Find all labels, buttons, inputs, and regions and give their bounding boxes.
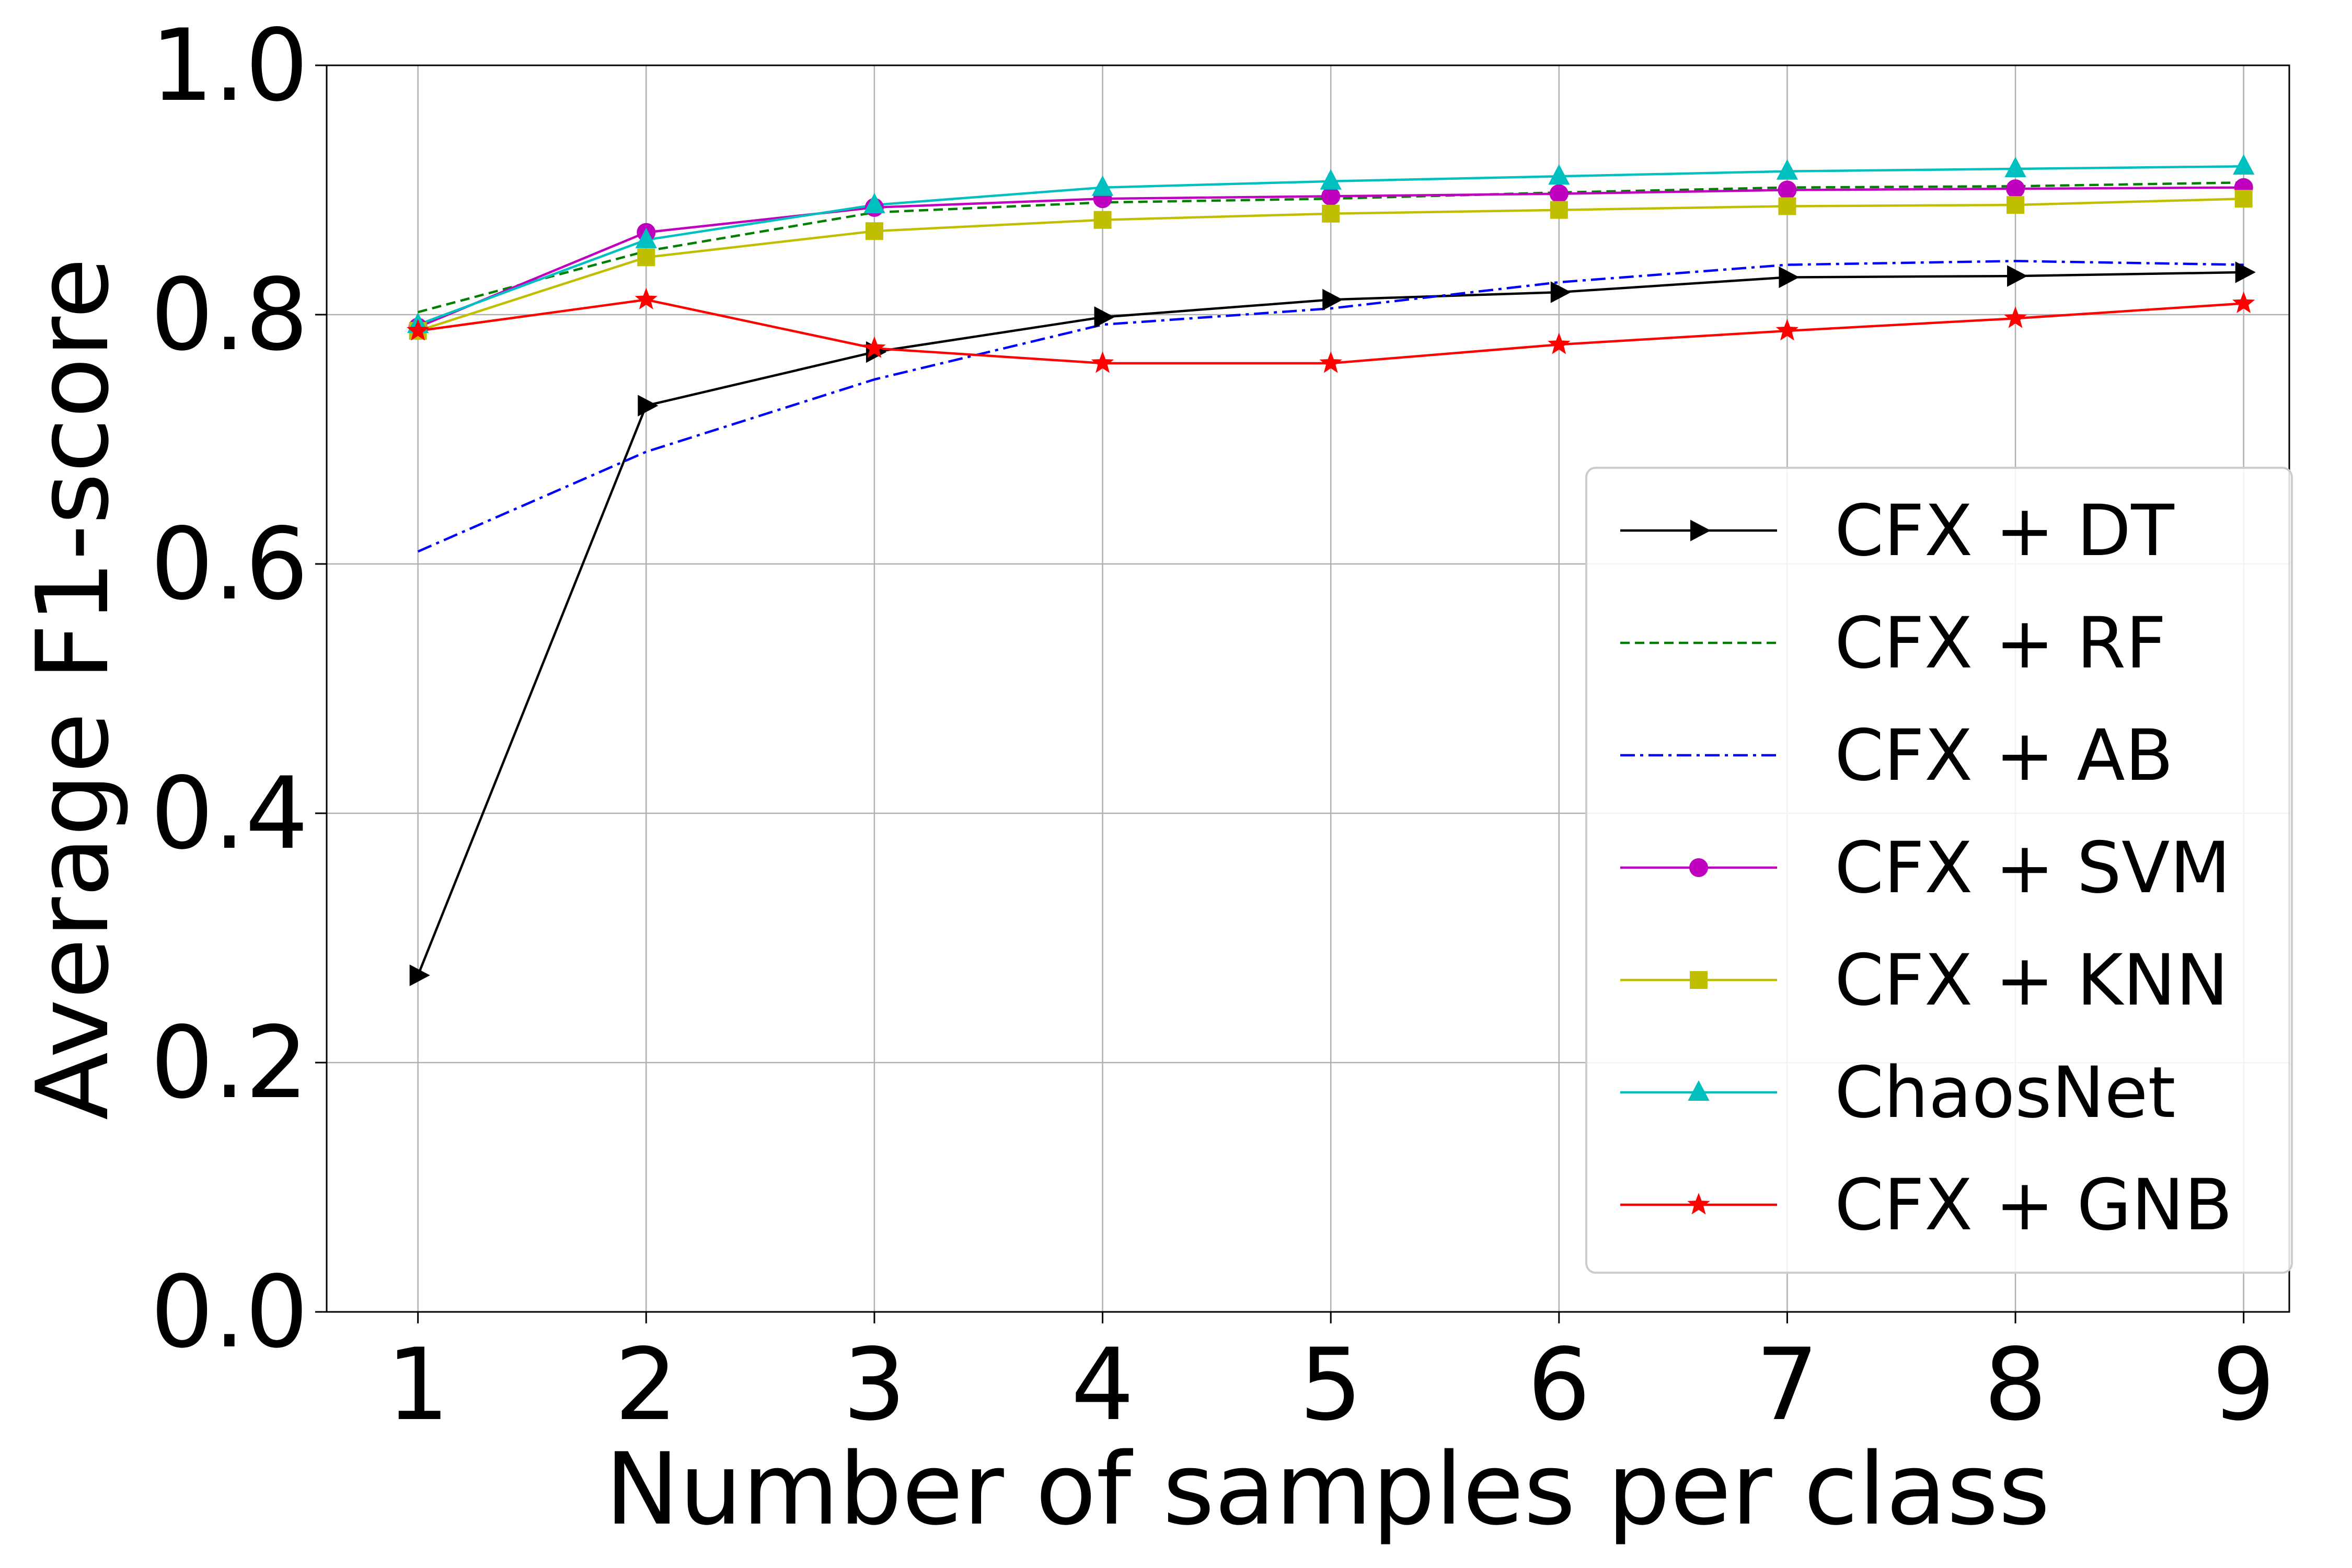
- data-point-cfx-knn: [637, 248, 655, 267]
- data-point-cfx-knn: [1322, 204, 1340, 223]
- data-point-cfx-knn: [1778, 197, 1796, 215]
- legend-label-cfx-ab: CFX + AB: [1835, 714, 2173, 797]
- x-axis-label: Number of samples per class: [605, 1432, 2050, 1547]
- data-point-chaosnet: [1091, 175, 1114, 196]
- y-tick-label: 0.4: [151, 756, 308, 871]
- data-point-cfx-svm: [1321, 187, 1341, 206]
- data-point-cfx-knn: [1093, 211, 1112, 229]
- data-point-cfx-gnb: [2232, 291, 2255, 313]
- data-point-cfx-dt: [638, 395, 659, 417]
- legend-marker-cfx-svm: [1689, 858, 1708, 877]
- y-tick-label: 0.0: [151, 1254, 308, 1370]
- data-point-cfx-knn: [2007, 196, 2025, 214]
- data-point-cfx-svm: [1549, 184, 1569, 203]
- data-point-cfx-dt: [409, 964, 430, 986]
- data-point-cfx-dt: [1322, 289, 1343, 311]
- legend-label-cfx-knn: CFX + KNN: [1835, 939, 2229, 1021]
- data-point-cfx-dt: [2235, 261, 2256, 283]
- data-point-cfx-gnb: [406, 319, 430, 341]
- data-point-cfx-knn: [2234, 190, 2253, 208]
- data-point-chaosnet: [1548, 164, 1570, 185]
- legend-label-cfx-rf: CFX + RF: [1835, 602, 2166, 684]
- data-point-cfx-gnb: [1775, 319, 1799, 341]
- legend: CFX + DT CFX + RF CFX + AB CFX + SVM CFX + K…: [1585, 467, 2293, 1274]
- series-line-cfx-ab: [417, 260, 2244, 553]
- x-tick-label: 1: [386, 1327, 449, 1443]
- axis-ticks: 1 2 3 4 5 6 7 8 9 0.0 0.2 0.4 0.6 0.8 1.0: [151, 8, 2275, 1443]
- data-point-cfx-dt: [1779, 266, 1800, 289]
- series-markers: [406, 154, 2256, 986]
- legend-label-cfx-svm: CFX + SVM: [1835, 827, 2231, 909]
- legend-marker-cfx-gnb: [1687, 1193, 1710, 1215]
- legend-marker-cfx-knn: [1690, 971, 1708, 989]
- data-point-chaosnet: [1320, 169, 1342, 190]
- legend-label-cfx-dt: CFX + DT: [1835, 490, 2174, 572]
- data-point-chaosnet: [2233, 154, 2255, 175]
- x-tick-label: 2: [615, 1327, 678, 1443]
- data-point-cfx-gnb: [1319, 351, 1342, 373]
- y-axis-label: Average F1-score: [15, 258, 131, 1120]
- y-tick-label: 0.2: [151, 1005, 308, 1121]
- data-point-chaosnet: [863, 192, 885, 214]
- data-point-cfx-gnb: [2004, 306, 2027, 328]
- y-tick-label: 0.8: [151, 257, 308, 373]
- data-point-cfx-svm: [2006, 179, 2025, 199]
- data-point-cfx-gnb: [635, 287, 658, 309]
- y-tick-label: 1.0: [151, 8, 308, 123]
- x-tick-label: 6: [1527, 1327, 1590, 1443]
- data-point-cfx-dt: [2007, 265, 2028, 287]
- data-point-cfx-knn: [865, 222, 883, 240]
- x-tick-label: 4: [1071, 1327, 1134, 1443]
- legend-marker-chaosnet: [1688, 1080, 1710, 1101]
- data-point-chaosnet: [2004, 156, 2026, 177]
- data-point-cfx-knn: [1550, 201, 1568, 219]
- data-point-cfx-gnb: [1548, 332, 1571, 354]
- data-point-cfx-dt: [1550, 281, 1571, 303]
- x-tick-label: 8: [1984, 1327, 2047, 1443]
- x-tick-label: 3: [843, 1327, 906, 1443]
- data-point-chaosnet: [635, 227, 657, 248]
- data-point-chaosnet: [1776, 159, 1798, 180]
- legend-label-chaosnet: ChaosNet: [1835, 1052, 2175, 1134]
- data-point-cfx-dt: [1094, 306, 1115, 328]
- x-tick-label: 7: [1756, 1327, 1819, 1443]
- x-tick-label: 5: [1299, 1327, 1363, 1443]
- data-point-cfx-svm: [1778, 180, 1797, 200]
- x-tick-label: 9: [2212, 1327, 2275, 1443]
- legend-box: [1585, 467, 2293, 1274]
- data-point-cfx-gnb: [863, 336, 886, 358]
- legend-label-cfx-gnb: CFX + GNB: [1835, 1164, 2233, 1246]
- data-point-cfx-gnb: [1091, 351, 1114, 373]
- legend-marker-cfx-dt: [1690, 520, 1711, 541]
- y-tick-label: 0.6: [151, 506, 308, 622]
